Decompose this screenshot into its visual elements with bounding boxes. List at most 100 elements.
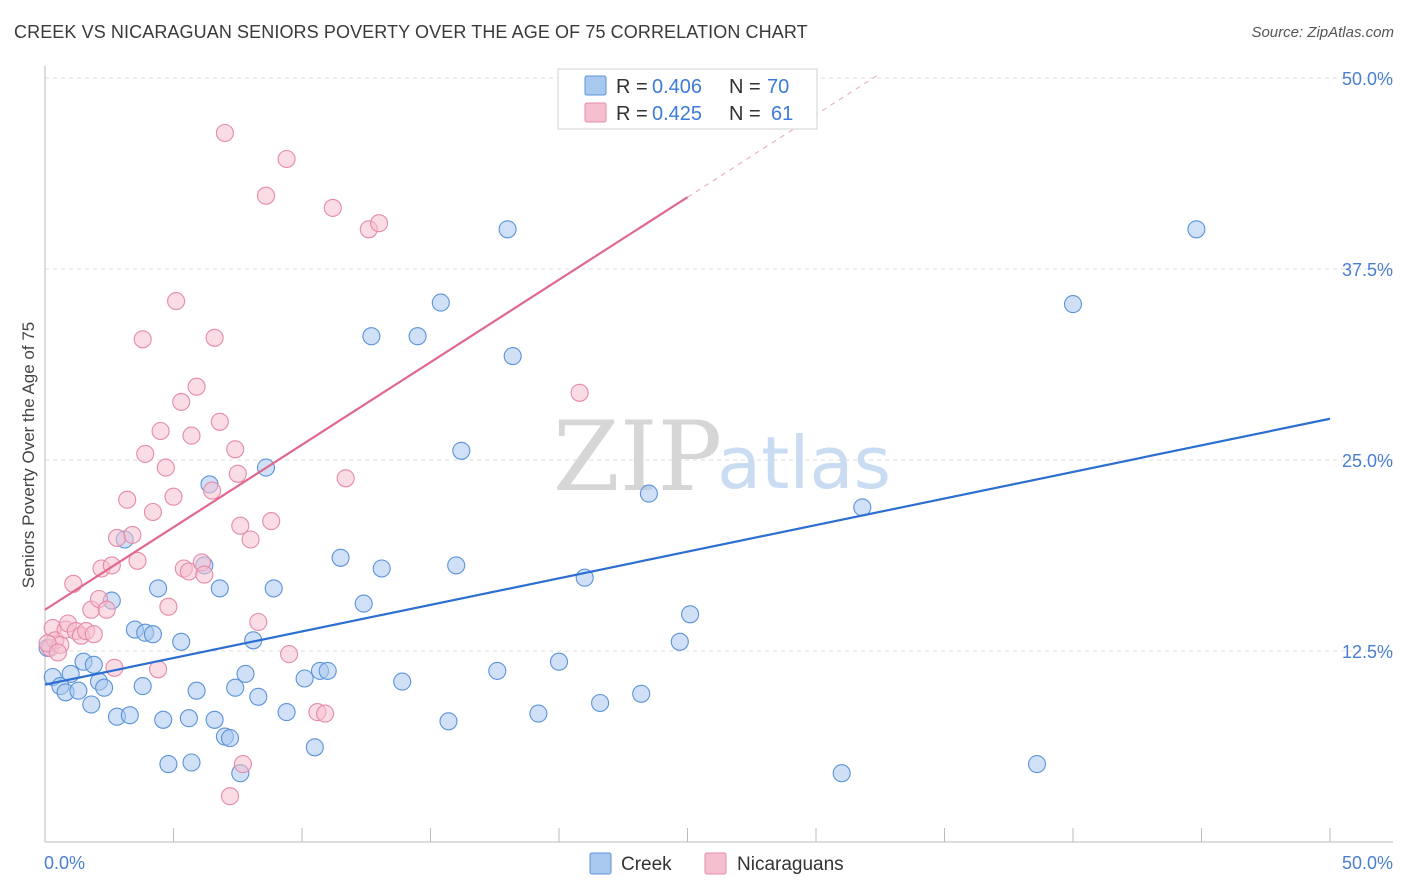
bottom-legend-label-creek: Creek [621, 854, 672, 875]
data-point-nicaraguans [210, 412, 229, 431]
data-point-creek [95, 678, 114, 697]
data-point-creek [1187, 220, 1206, 239]
data-point-creek [205, 710, 224, 729]
legend-swatch-creek [584, 75, 607, 96]
data-point-nicaraguans [164, 487, 183, 506]
watermark-atlas: atlas [717, 421, 891, 505]
data-point-creek [431, 293, 450, 312]
source-label: Source: ZipAtlas.com [1251, 24, 1394, 41]
data-point-creek [264, 579, 283, 598]
data-point-creek [632, 684, 651, 703]
data-point-creek [84, 655, 103, 674]
data-point-creek [295, 669, 314, 688]
y-tick-label: 50.0% [1342, 69, 1393, 89]
data-point-nicaraguans [203, 481, 222, 500]
bottom-legend-label-nicaraguans: Nicaraguans [737, 854, 844, 875]
data-point-creek [143, 625, 162, 644]
legend-n-label-creek: N = [729, 76, 761, 98]
data-point-creek [318, 661, 337, 680]
data-point-nicaraguans [570, 383, 589, 402]
data-point-nicaraguans [323, 198, 342, 217]
data-point-nicaraguans [256, 186, 276, 205]
data-point-creek [1063, 295, 1083, 314]
data-point-creek [82, 695, 101, 714]
data-point-nicaraguans [205, 328, 224, 347]
data-point-creek [277, 703, 296, 722]
data-point-creek [172, 632, 191, 651]
data-point-nicaraguans [215, 123, 234, 143]
axes-layer: 12.5% 25.0% 37.5% 50.0% 0.0% 50.0% [44, 66, 1393, 873]
grid-layer [45, 77, 1393, 652]
trend-line-creek [44, 417, 1331, 686]
watermark-zip: ZIP [553, 401, 722, 513]
data-point-nicaraguans [123, 525, 142, 544]
data-point-nicaraguans [316, 704, 335, 723]
data-point-nicaraguans [143, 502, 162, 522]
data-point-nicaraguans [105, 658, 124, 677]
data-point-creek [832, 764, 851, 783]
chart-title: CREEK VS NICARAGUAN SENIORS POVERTY OVER… [14, 22, 808, 42]
data-point-creek [154, 710, 173, 729]
legend-r-value-creek: 0.406 [652, 76, 702, 98]
data-point-nicaraguans [262, 512, 281, 531]
data-point-creek [249, 687, 268, 706]
legend-n-value-nicaraguans: 61 [771, 103, 793, 125]
data-point-creek [331, 548, 350, 567]
y-axis-label: Seniors Poverty Over the Age of 75 [19, 322, 38, 588]
bottom-legend-swatch-nicaraguans [704, 852, 727, 875]
legend-box: R = 0.406 N = 70 R = 0.425 N = 61 [557, 68, 818, 130]
data-point-nicaraguans [167, 292, 186, 311]
data-point-creek [591, 693, 610, 713]
data-point-nicaraguans [280, 645, 299, 664]
data-point-creek [236, 664, 255, 683]
data-point-creek [670, 632, 689, 651]
data-point-nicaraguans [97, 600, 116, 619]
data-point-nicaraguans [370, 214, 389, 233]
data-point-creek [362, 327, 381, 346]
data-point-nicaraguans [64, 574, 83, 593]
y-tick-label: 12.5% [1342, 642, 1393, 662]
data-point-creek [354, 594, 373, 613]
data-point-creek [681, 605, 700, 624]
legend-r-value-nicaraguans: 0.425 [652, 103, 702, 125]
data-point-nicaraguans [187, 377, 206, 396]
data-point-nicaraguans [84, 625, 103, 644]
data-point-nicaraguans [156, 458, 175, 477]
bottom-legend: Creek Nicaraguans [589, 852, 844, 875]
data-point-creek [159, 755, 178, 774]
data-point-creek [447, 556, 466, 575]
y-tick-label: 25.0% [1342, 451, 1393, 471]
data-point-creek [372, 559, 391, 578]
data-point-nicaraguans [277, 149, 296, 169]
data-point-creek [393, 672, 412, 691]
data-point-creek [179, 709, 198, 728]
points-layer [38, 123, 1206, 806]
data-point-creek [149, 579, 168, 598]
data-point-creek [182, 753, 201, 772]
data-point-nicaraguans [231, 516, 250, 535]
data-point-nicaraguans [233, 755, 252, 774]
data-point-creek [452, 441, 471, 460]
x-tick-label: 0.0% [44, 853, 85, 873]
data-point-nicaraguans [133, 330, 152, 349]
bottom-legend-swatch-creek [589, 852, 612, 875]
data-point-nicaraguans [48, 643, 67, 662]
trend-layer [44, 72, 1331, 686]
data-point-nicaraguans [249, 612, 268, 632]
data-point-creek [503, 347, 522, 366]
data-point-nicaraguans [107, 528, 127, 547]
data-point-nicaraguans [172, 392, 191, 411]
watermark: ZIP atlas [553, 401, 891, 513]
data-point-creek [439, 712, 458, 731]
data-point-nicaraguans [226, 440, 245, 459]
legend-r-label-creek: R = [616, 76, 648, 98]
legend-swatch-nicaraguans [584, 102, 607, 123]
trend-line-nicaraguans [44, 196, 689, 611]
legend-r-label-nicaraguans: R = [616, 103, 648, 125]
data-point-nicaraguans [118, 490, 137, 509]
data-point-creek [133, 677, 152, 696]
data-point-nicaraguans [195, 565, 214, 584]
y-tick-label: 37.5% [1342, 260, 1393, 280]
data-point-creek [69, 681, 88, 700]
